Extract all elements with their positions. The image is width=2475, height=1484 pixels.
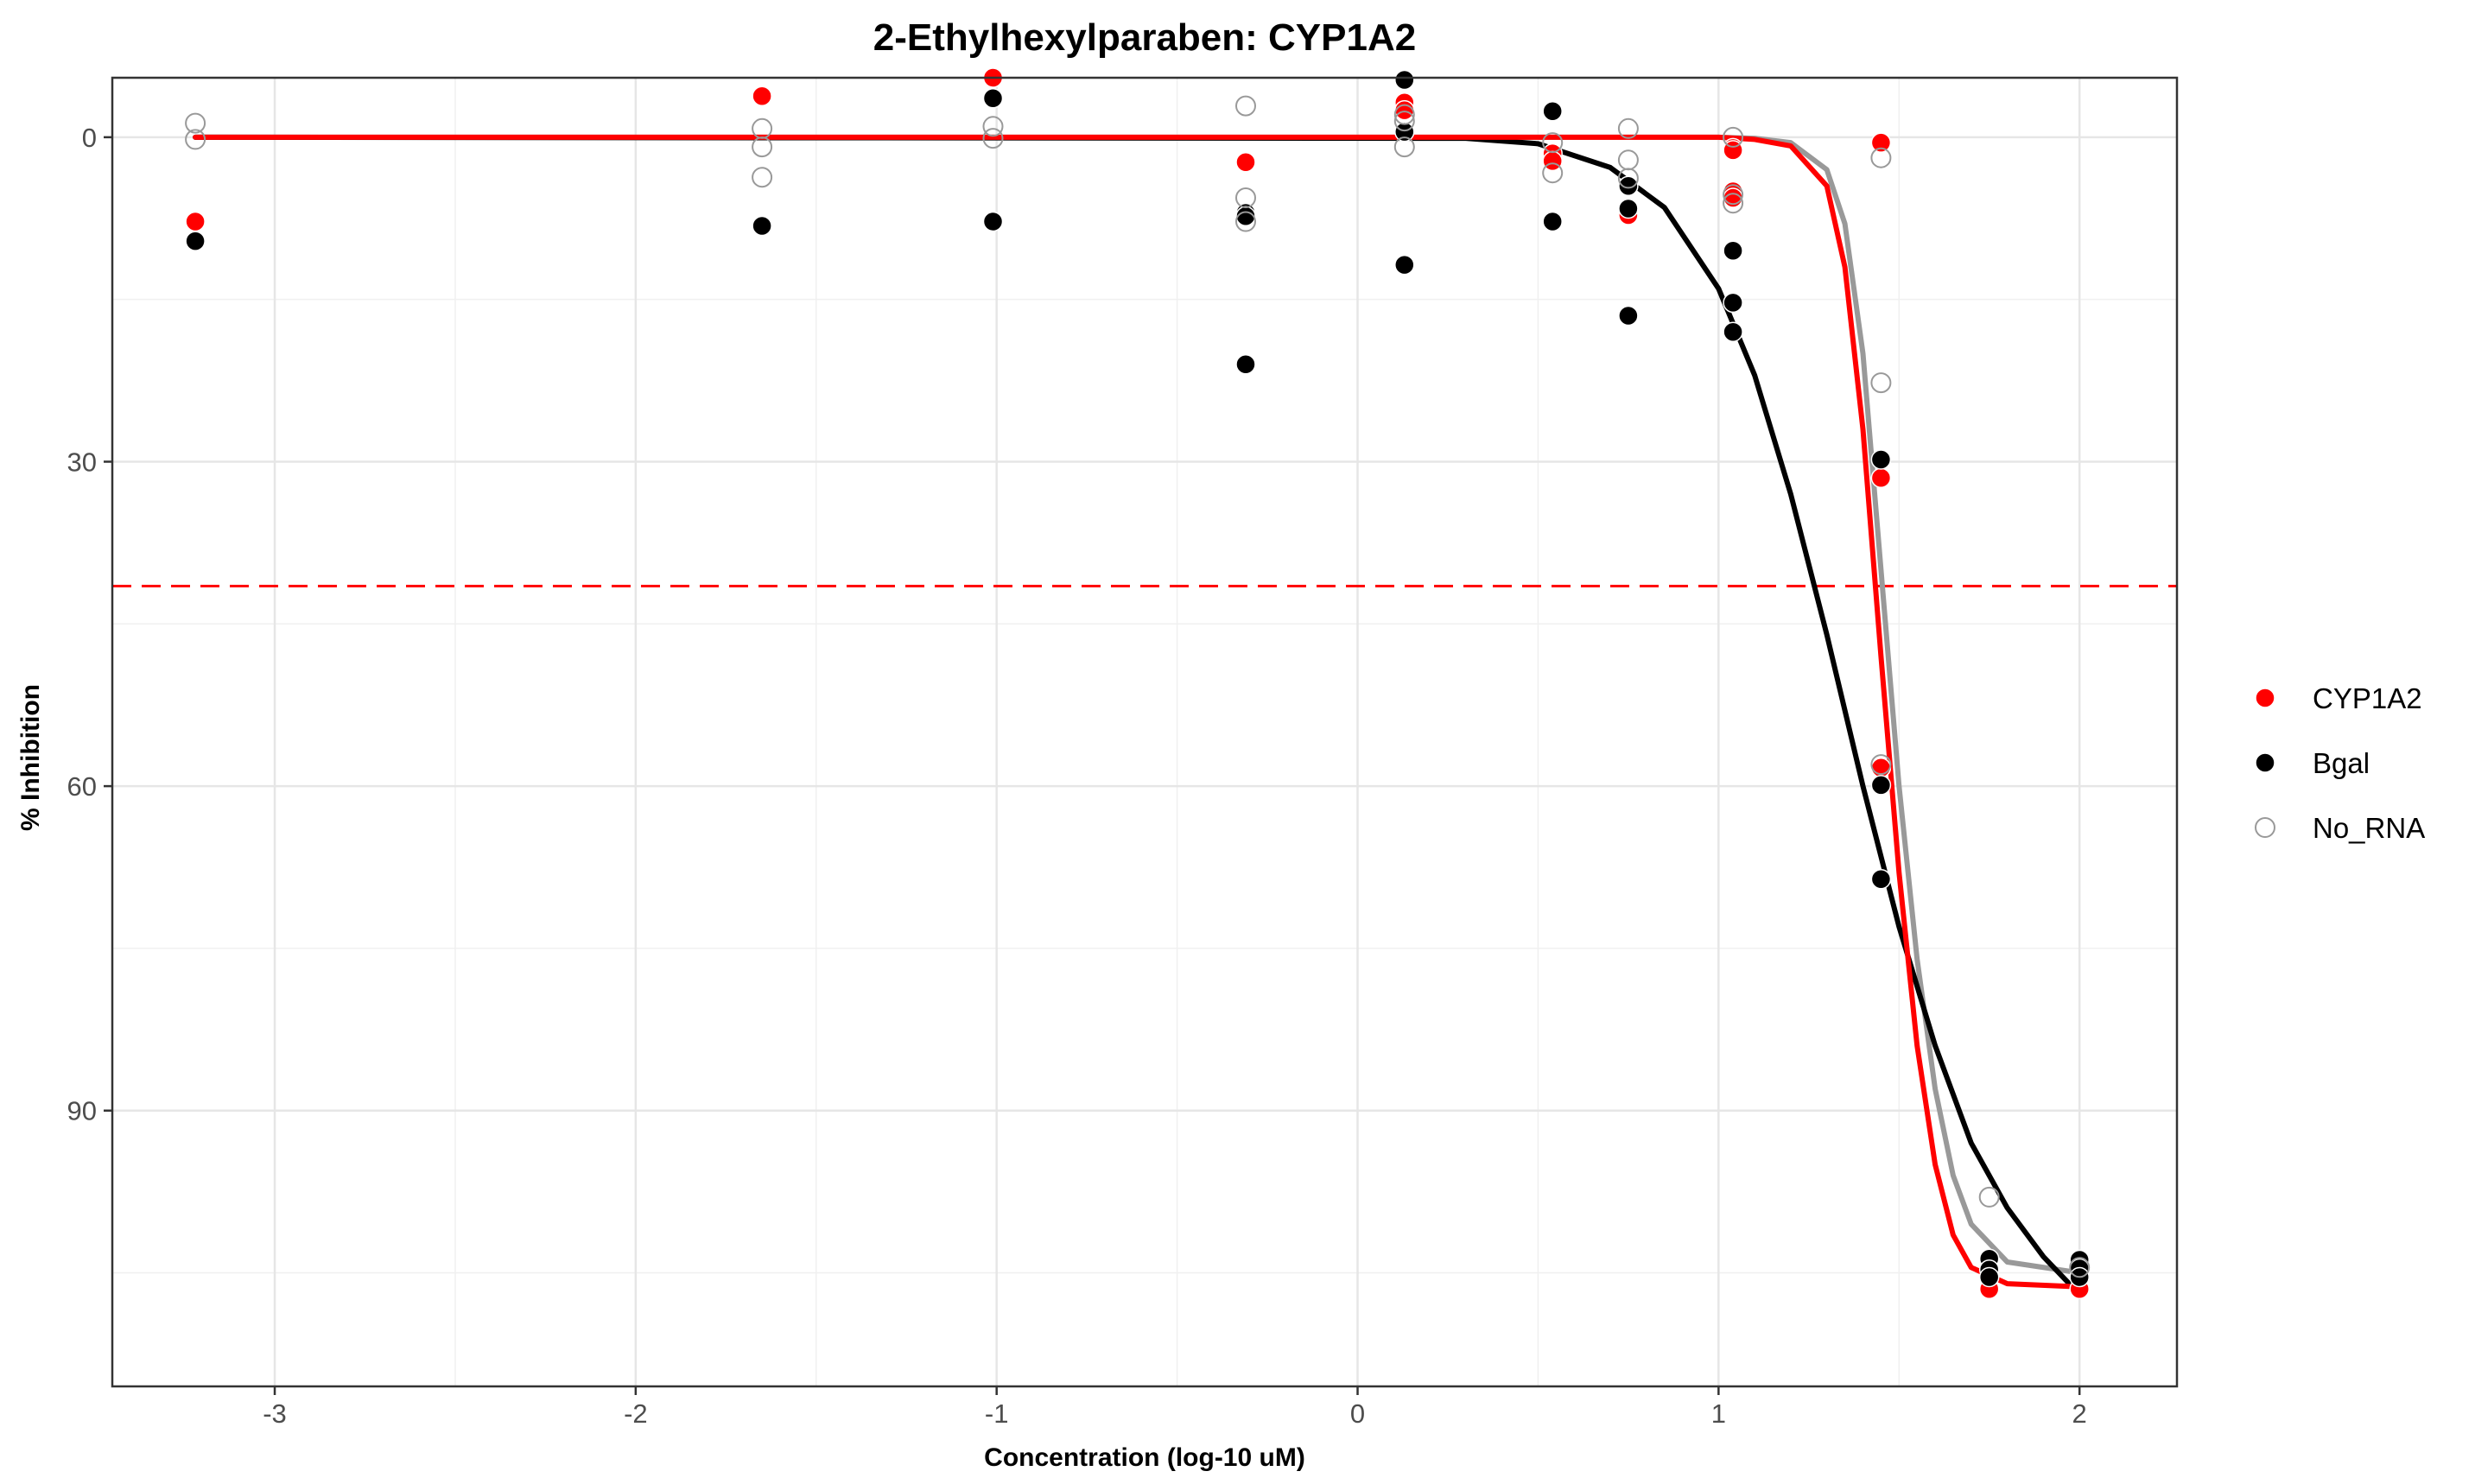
point-no-rna: [1723, 193, 1744, 214]
point-bgal: [1542, 101, 1563, 122]
point-bgal: [1235, 354, 1256, 375]
point-no-rna: [752, 167, 773, 188]
x-tick-label: -2: [624, 1398, 648, 1429]
legend: CYP1A2 Bgal No_RNA: [2255, 682, 2425, 844]
point-no-rna: [1617, 168, 1639, 189]
point-bgal: [1870, 775, 1892, 796]
point-no-rna: [1978, 1186, 2000, 1208]
point-no-rna: [1542, 132, 1564, 154]
tick-layer: -3 -2 -1 0 1 2 0 30 60 90: [67, 123, 2087, 1429]
curve-cyp1a2: [193, 134, 2083, 1290]
point-cyp1a2: [1235, 151, 1256, 173]
point-bgal: [1870, 869, 1892, 890]
point-no-rna: [185, 129, 206, 150]
point-bgal: [1394, 254, 1415, 276]
curve-no-rna: [193, 134, 2083, 1276]
point-bgal: [1542, 211, 1563, 232]
point-no-rna: [1542, 162, 1564, 184]
x-axis-title: Concentration (log-10 uM): [984, 1443, 1305, 1472]
grid-layer: [112, 78, 2177, 1386]
point-bgal: [1235, 206, 1256, 227]
point-cyp1a2: [752, 86, 772, 107]
legend-key-bgal: [2255, 752, 2275, 773]
curve-layer: [193, 134, 2083, 1297]
point-no-rna: [185, 112, 206, 134]
point-no-rna: [1393, 104, 1415, 125]
y-axis-title: % Inhibition: [16, 684, 45, 831]
point-no-rna: [1393, 111, 1415, 132]
point-bgal: [1978, 1266, 2000, 1288]
y-tick-label: 0: [82, 123, 97, 153]
legend-key-no-rna: [2255, 817, 2275, 838]
plot-frame: [111, 76, 2179, 1388]
y-tick-label: 90: [67, 1096, 97, 1126]
point-bgal: [1723, 240, 1743, 262]
point-no-rna: [1617, 149, 1639, 171]
point-no-rna: [752, 136, 773, 158]
point-bgal: [752, 215, 772, 237]
point-bgal: [1723, 321, 1743, 342]
chart-title: 2-Ethylhexylparaben: CYP1A2: [873, 16, 1416, 59]
point-bgal: [1870, 449, 1892, 470]
point-no-rna: [1870, 754, 1892, 776]
point-cyp1a2: [1394, 99, 1415, 121]
point-no-rna: [982, 128, 1004, 149]
point-bgal: [1618, 305, 1639, 327]
x-tick-label: 2: [2072, 1398, 2087, 1429]
point-no-rna: [1870, 372, 1892, 394]
point-cyp1a2: [185, 211, 206, 232]
point-no-rna: [982, 116, 1004, 137]
point-no-rna: [1235, 211, 1256, 232]
point-no-rna: [1235, 95, 1256, 117]
point-no-rna: [2069, 1257, 2091, 1278]
point-no-rna: [1723, 184, 1744, 206]
point-no-rna: [1235, 187, 1256, 208]
legend-label-no-rna: No_RNA: [2313, 812, 2425, 844]
x-tick-label: 0: [1350, 1398, 1365, 1429]
point-cyp1a2: [1870, 467, 1892, 489]
point-bgal: [1394, 121, 1415, 143]
point-no-rna: [1870, 147, 1892, 168]
point-no-rna: [1617, 117, 1639, 139]
point-bgal: [1394, 69, 1415, 91]
frame-layer: [111, 76, 2179, 1388]
point-bgal: [982, 211, 1004, 232]
legend-label-bgal: Bgal: [2313, 747, 2370, 779]
point-layer: [185, 67, 2091, 1300]
point-cyp1a2: [1542, 150, 1563, 172]
x-tick-label: 1: [1711, 1398, 1726, 1429]
point-bgal: [185, 231, 206, 251]
point-bgal: [982, 88, 1004, 109]
legend-key-cyp1a2: [2255, 688, 2275, 708]
y-tick-label: 60: [67, 771, 97, 802]
point-no-rna: [1723, 126, 1744, 148]
legend-label-cyp1a2: CYP1A2: [2313, 682, 2422, 714]
x-tick-label: -3: [263, 1398, 287, 1429]
point-bgal: [1723, 292, 1743, 314]
point-no-rna: [1393, 136, 1415, 158]
point-bgal: [1618, 198, 1639, 219]
y-tick-label: 30: [67, 447, 97, 477]
point-cyp1a2: [1870, 132, 1892, 153]
curve-bgal: [193, 134, 2083, 1297]
x-tick-label: -1: [985, 1398, 1009, 1429]
point-bgal: [1618, 175, 1639, 196]
